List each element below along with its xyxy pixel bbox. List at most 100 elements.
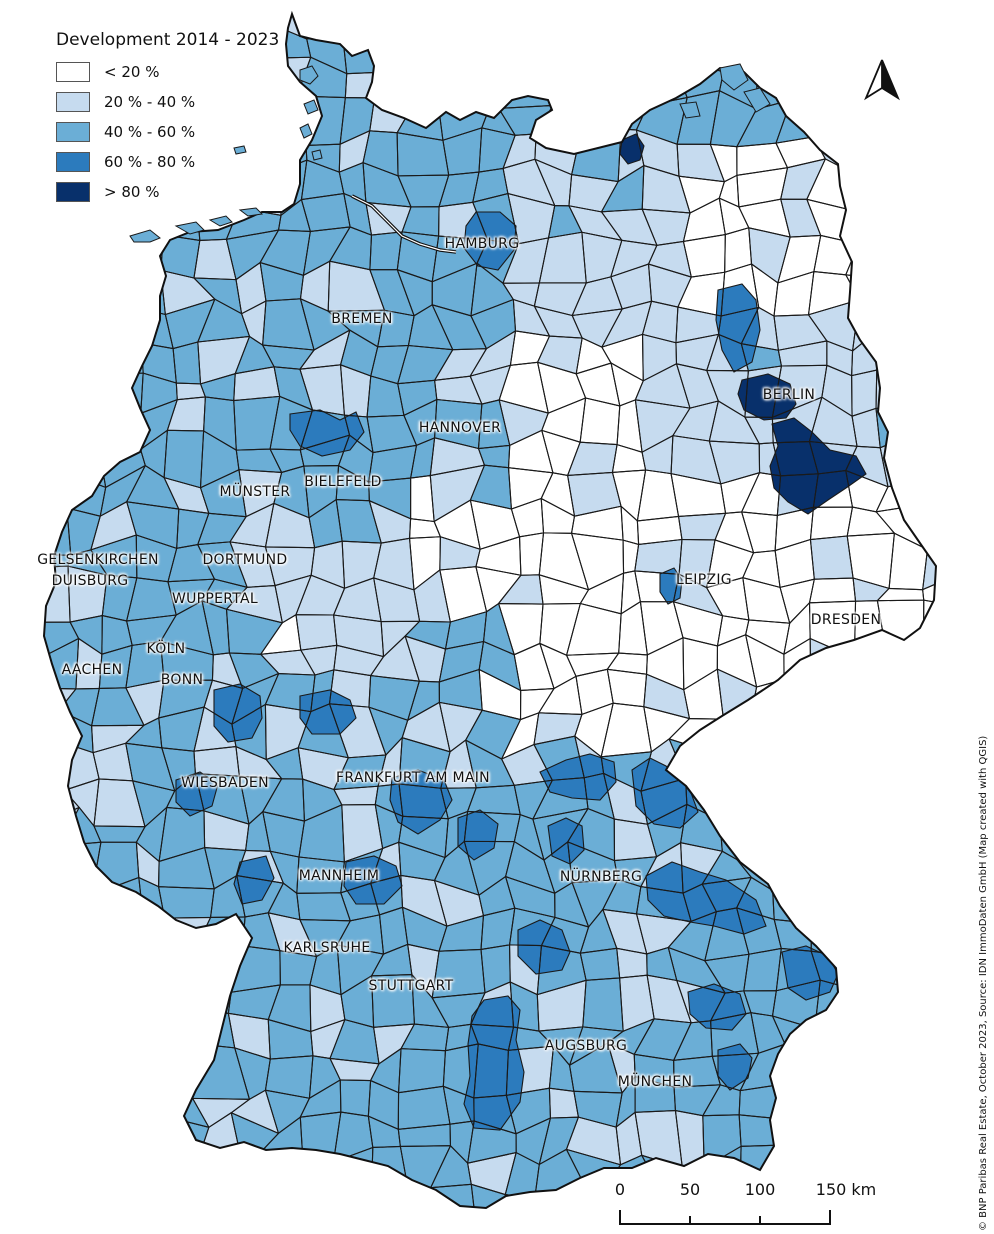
district-area (140, 373, 178, 414)
city-label: AACHEN (61, 662, 123, 678)
district-area (0, 680, 42, 723)
district-area (572, 276, 623, 316)
district-area (58, 232, 96, 272)
district-border (60, 440, 107, 488)
district-border (877, 673, 917, 723)
district-area (96, 1123, 140, 1158)
district-area (845, 274, 889, 304)
district-border (0, 779, 39, 827)
district-border (852, 649, 887, 692)
district-area (479, 669, 521, 720)
district-area (910, 125, 936, 181)
district-area (610, 240, 657, 277)
district-area (136, 842, 160, 887)
district-area (61, 306, 106, 351)
district-border (277, 1180, 304, 1208)
district-area (640, 601, 684, 655)
district-area (301, 193, 351, 232)
district-area (167, 1153, 203, 1198)
district-area (328, 310, 385, 347)
district-area (858, 1088, 886, 1128)
district-border (976, 227, 994, 265)
district-area (818, 1078, 859, 1128)
district-border (566, 24, 620, 74)
city-label: DUISBURG (51, 573, 129, 589)
district-area (945, 166, 981, 206)
district-area (397, 269, 433, 316)
district-area (449, 1120, 475, 1164)
district-area (602, 909, 647, 954)
district-border (914, 805, 936, 862)
district-border (57, 1213, 103, 1234)
district-area (165, 299, 215, 349)
district-border (44, 366, 81, 414)
district-area (96, 1153, 140, 1188)
district-area (124, 991, 180, 1031)
district-border (818, 1077, 860, 1128)
district-area (337, 944, 384, 995)
district-border (101, 1020, 135, 1052)
district-area (265, 1055, 313, 1099)
district-area (439, 172, 479, 207)
district-area (478, 445, 510, 468)
district-area (299, 1184, 343, 1208)
city-label: MÜNSTER (219, 484, 291, 500)
district-area (0, 66, 41, 107)
district-border (95, 1041, 135, 1096)
district-area (534, 282, 587, 316)
district-area (136, 807, 167, 862)
district-area (160, 270, 215, 315)
district-area (741, 511, 778, 553)
district-area (642, 435, 673, 474)
district-area (707, 14, 750, 28)
legend-swatch (56, 122, 90, 142)
district-area (125, 743, 175, 791)
district-area (877, 600, 924, 653)
district-area (498, 603, 544, 655)
district-area (962, 61, 993, 106)
district-area (671, 473, 726, 517)
district-area (580, 948, 620, 981)
district-area (953, 642, 981, 690)
district-area (159, 1012, 212, 1055)
district-area (982, 609, 994, 650)
scale-label-0: 0 (614, 1180, 626, 1199)
district-area (539, 1117, 579, 1165)
district-area (160, 600, 214, 655)
district-border (44, 1198, 45, 1208)
district-area (430, 1145, 472, 1188)
district-area (811, 63, 858, 112)
district-border (847, 927, 888, 960)
district-area (140, 399, 178, 450)
district-area (846, 133, 891, 170)
district-area (400, 875, 447, 927)
district-area (262, 1117, 303, 1155)
district-area (300, 298, 350, 351)
district-area (340, 1079, 371, 1117)
district-area (941, 509, 982, 544)
district-border (953, 642, 981, 690)
district-border (905, 381, 936, 413)
district-area (467, 1120, 517, 1164)
district-area (743, 948, 782, 991)
district-area (411, 974, 449, 1028)
district-border (850, 107, 888, 140)
district-border (784, 1144, 827, 1182)
district-border (908, 341, 936, 384)
district-area (44, 470, 67, 508)
district-area (370, 1048, 402, 1093)
district-area (776, 706, 827, 747)
district-border (915, 650, 936, 692)
district-area (952, 27, 992, 72)
district-highlight (715, 283, 761, 373)
legend-label: 60 % - 80 % (104, 153, 196, 171)
district-area (916, 650, 936, 691)
district-area (0, 107, 36, 129)
district-area (906, 430, 936, 483)
district-border (812, 93, 862, 140)
district-area (370, 345, 409, 384)
city-label: DORTMUND (202, 552, 288, 568)
district-area (467, 785, 521, 815)
district-border (44, 1048, 64, 1097)
district-area (108, 980, 140, 1025)
